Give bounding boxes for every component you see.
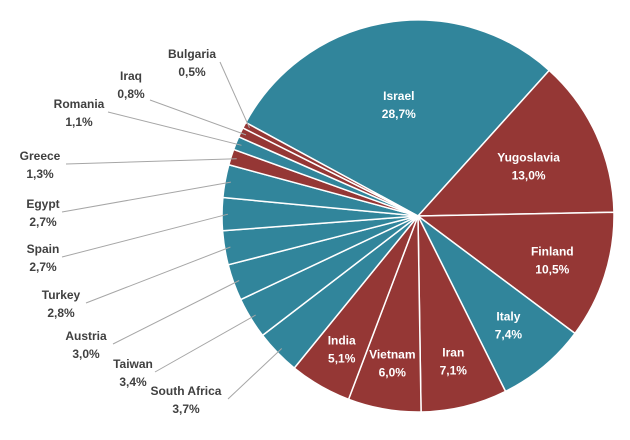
value-bulgaria: 0,5%	[178, 65, 206, 79]
leader-taiwan	[154, 314, 256, 373]
slice-israel	[245, 19, 550, 217]
value-italy: 7,4%	[495, 327, 523, 341]
value-south-africa: 3,7%	[172, 402, 200, 416]
label-finland: Finland	[531, 244, 574, 258]
leader-south-africa	[227, 348, 283, 400]
leader-greece	[65, 158, 237, 165]
label-turkey: Turkey	[42, 288, 81, 302]
leader-bulgaria	[219, 61, 250, 129]
value-finland: 10,5%	[535, 262, 569, 276]
value-vietnam: 6,0%	[379, 366, 407, 380]
label-taiwan: Taiwan	[113, 357, 153, 371]
value-spain: 2,7%	[29, 260, 57, 274]
label-vietnam: Vietnam	[369, 348, 415, 362]
slice-labels: Israel 28,7% Yugoslavia 13,0% Finland 10,5% It…	[20, 47, 574, 416]
value-romania: 1,1%	[65, 115, 93, 129]
value-yugoslavia: 13,0%	[512, 169, 546, 183]
value-iraq: 0,8%	[117, 87, 145, 101]
label-spain: Spain	[27, 242, 60, 256]
label-iraq: Iraq	[120, 69, 142, 83]
value-india: 5,1%	[328, 352, 356, 366]
slice-finland	[417, 211, 615, 335]
label-greece: Greece	[20, 149, 61, 163]
leader-austria	[112, 280, 240, 345]
slice-bulgaria	[242, 121, 419, 217]
value-taiwan: 3,4%	[119, 375, 147, 389]
leader-spain	[61, 213, 229, 258]
leader-turkey	[85, 246, 231, 304]
leader-egypt	[61, 181, 231, 213]
label-south-africa: South Africa	[151, 384, 222, 398]
label-bulgaria: Bulgaria	[168, 47, 216, 61]
label-israel: Israel	[383, 89, 414, 103]
value-iran: 7,1%	[440, 364, 468, 378]
pie-slices	[221, 19, 615, 413]
label-austria: Austria	[65, 329, 107, 343]
slice-yugoslavia	[417, 69, 615, 217]
value-greece: 1,3%	[26, 167, 54, 181]
label-yugoslavia: Yugoslavia	[497, 151, 560, 165]
label-italy: Italy	[496, 309, 520, 323]
label-iran: Iran	[442, 346, 464, 360]
value-israel: 28,7%	[382, 107, 416, 121]
leader-lines	[61, 61, 283, 400]
label-egypt: Egypt	[26, 197, 59, 211]
label-india: India	[328, 334, 356, 348]
leader-iraq	[149, 99, 247, 136]
value-egypt: 2,7%	[29, 215, 57, 229]
value-turkey: 2,8%	[47, 306, 75, 320]
leader-romania	[107, 111, 242, 146]
label-romania: Romania	[54, 97, 105, 111]
value-austria: 3,0%	[72, 347, 100, 361]
